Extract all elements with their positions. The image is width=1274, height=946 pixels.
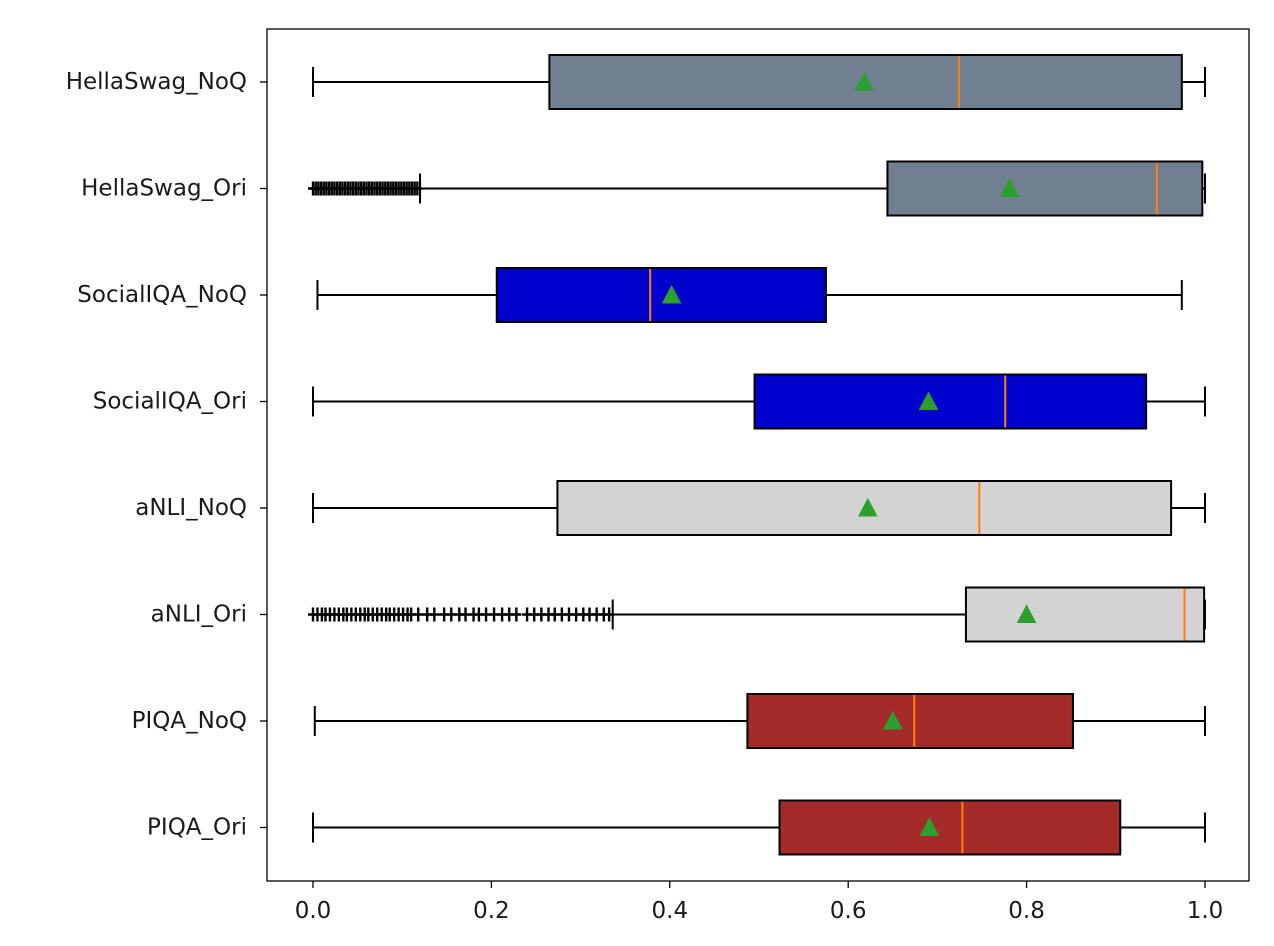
outlier-marker <box>412 181 423 196</box>
y-tick-label: HellaSwag_NoQ <box>66 69 247 95</box>
y-tick-label: PIQA_NoQ <box>132 708 247 734</box>
y-tick-label: SocialIQA_Ori <box>93 389 247 415</box>
x-tick-label: 0.0 <box>295 898 332 924</box>
outlier-marker <box>413 607 424 622</box>
x-tick-label: 0.6 <box>830 898 867 924</box>
y-axis: HellaSwag_NoQ HellaSwag_Ori SocialIQA_NoQ S… <box>66 69 267 841</box>
y-tick-label: HellaSwag_Ori <box>81 176 247 202</box>
outlier-marker <box>604 607 615 622</box>
y-tick-label: aNLI_NoQ <box>135 495 247 521</box>
x-tick-label: 0.2 <box>473 898 510 924</box>
box-group-piqa-ori <box>312 799 1206 856</box>
axes-frame <box>266 28 1250 882</box>
box-hellaswag-ori <box>886 160 1204 217</box>
mean-marker <box>1016 604 1037 623</box>
x-tick-label: 0.4 <box>652 898 689 924</box>
box-group-piqa-noq <box>313 693 1206 749</box>
mean-marker <box>857 497 878 517</box>
outlier-marker <box>511 607 522 622</box>
y-tick-label: SocialIQA_NoQ <box>77 282 247 308</box>
x-axis: 0.0 0.2 0.4 0.6 0.8 1.0 <box>295 881 1224 924</box>
mean-marker <box>882 710 903 730</box>
box-piqa-noq <box>746 693 1074 749</box>
x-tick-label: 1.0 <box>1187 898 1224 924</box>
box-group-hellaswag-ori <box>308 160 1206 217</box>
box-socialiqa-noq <box>495 267 827 323</box>
y-tick-label: aNLI_Ori <box>151 602 247 628</box>
outlier-marker <box>429 607 440 622</box>
box-anli-noq <box>556 480 1173 536</box>
box-anli-ori <box>964 586 1206 643</box>
y-tick-label: PIQA_Ori <box>147 815 247 841</box>
mean-marker <box>854 71 875 91</box>
box-piqa-ori <box>778 799 1122 856</box>
box-socialiqa-ori <box>753 373 1148 430</box>
x-tick-label: 0.8 <box>1008 898 1045 924</box>
mean-marker <box>919 817 940 836</box>
mean-marker <box>661 284 682 304</box>
mean-marker <box>999 178 1020 197</box>
box-group-socialiqa-ori <box>312 373 1206 430</box>
plot-area <box>308 54 1206 856</box>
box-group-anli-ori <box>308 586 1206 643</box>
box-group-hellaswag-noq <box>312 54 1206 110</box>
mean-marker <box>918 391 939 410</box>
box-group-anli-noq <box>312 480 1206 536</box>
box-group-socialiqa-noq <box>316 267 1183 323</box>
